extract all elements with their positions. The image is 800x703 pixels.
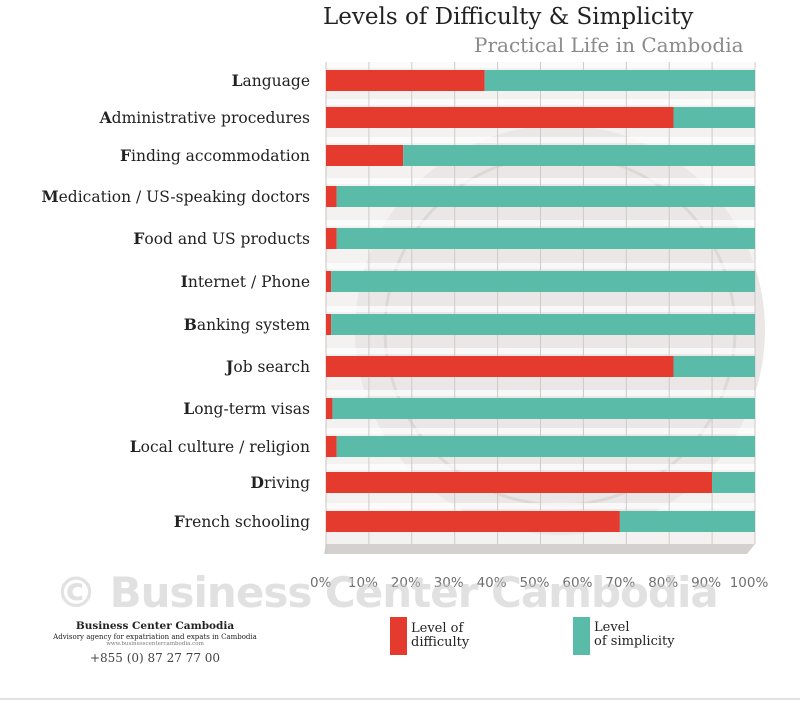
bars-layer [326, 70, 755, 532]
bar-difficulty [326, 107, 674, 128]
bar-simplicity [332, 398, 755, 419]
bar-simplicity [336, 436, 755, 457]
brand-name: Business Center Cambodia [75, 620, 235, 632]
x-tick-label: 70% [605, 575, 635, 591]
bar-difficulty [326, 398, 333, 419]
category-label: Food and US products [133, 229, 310, 248]
bar-difficulty [326, 145, 404, 166]
bar-difficulty [326, 314, 332, 335]
category-labels: Language Administrative procedures Finding… [41, 71, 310, 531]
bar-simplicity [331, 314, 755, 335]
category-label: Language [232, 71, 310, 90]
category-label: Finding accommodation [120, 146, 310, 165]
x-tick-label: 30% [434, 575, 464, 591]
legend-swatch-difficulty [390, 617, 407, 655]
bar-simplicity [712, 472, 755, 493]
x-tick-labels: 0% 10% 20% 30% 40% 50% 60% 70% 80% 90% 100% [310, 575, 768, 591]
bar-difficulty [326, 511, 620, 532]
category-label: French schooling [174, 512, 310, 531]
category-label: Driving [251, 473, 311, 492]
category-label: Local culture / religion [130, 437, 310, 456]
category-label: Medication / US-speaking doctors [41, 187, 310, 206]
bar-difficulty [326, 436, 337, 457]
bar-difficulty [326, 186, 337, 207]
category-label: Long-term visas [183, 399, 310, 418]
category-label: Banking system [184, 315, 311, 334]
category-label: Administrative procedures [99, 108, 310, 127]
legend-difficulty-line2: difficulty [411, 635, 470, 650]
legend-label-simplicity: Level of simplicity [594, 621, 675, 649]
bar-difficulty [326, 228, 337, 249]
watermark-text: © Business Center Cambodia [55, 568, 719, 617]
category-label: Internet / Phone [181, 272, 310, 291]
grid-layer [324, 62, 765, 554]
legend-label-difficulty: Level of difficulty [411, 622, 469, 650]
x-tick-label: 20% [391, 575, 421, 591]
bar-simplicity [403, 145, 755, 166]
bar-simplicity [673, 107, 755, 128]
x-tick-label: 40% [477, 575, 507, 591]
x-tick-label: 90% [691, 575, 721, 591]
legend-simplicity-line2: of simplicity [594, 634, 675, 649]
x-tick-label: 100% [730, 575, 769, 591]
brand-phone: +855 (0) 87 27 77 00 [89, 651, 221, 665]
chart-title: Levels of Difficulty & Simplicity [323, 4, 694, 30]
x-tick-label: 60% [562, 575, 592, 591]
legend-simplicity-line1: Level [594, 620, 630, 635]
x-tick-label: 50% [519, 575, 549, 591]
brand-block: Business Center Cambodia Advisory agency… [40, 620, 270, 665]
category-label: Job search [224, 357, 310, 376]
legend-difficulty-line1: Level of [411, 621, 464, 636]
bar-simplicity [484, 70, 755, 91]
bar-difficulty [326, 271, 332, 292]
bar-simplicity [336, 228, 755, 249]
bar-simplicity [673, 356, 755, 377]
bar-simplicity [331, 271, 755, 292]
x-tick-label: 0% [310, 575, 332, 591]
bar-simplicity [336, 186, 755, 207]
plot-floor [324, 544, 755, 554]
bottom-divider [0, 698, 800, 700]
chart-subtitle: Practical Life in Cambodia [474, 33, 744, 57]
x-tick-label: 80% [648, 575, 678, 591]
legend-swatch-simplicity [573, 617, 590, 655]
x-tick-label: 10% [348, 575, 378, 591]
brand-tagline: Advisory agency for expatriation and exp… [53, 633, 257, 641]
bar-difficulty [326, 356, 674, 377]
bar-difficulty [326, 472, 713, 493]
bar-simplicity [619, 511, 755, 532]
bar-difficulty [326, 70, 485, 91]
brand-website: www.businesscentercambodia.com [106, 641, 204, 647]
